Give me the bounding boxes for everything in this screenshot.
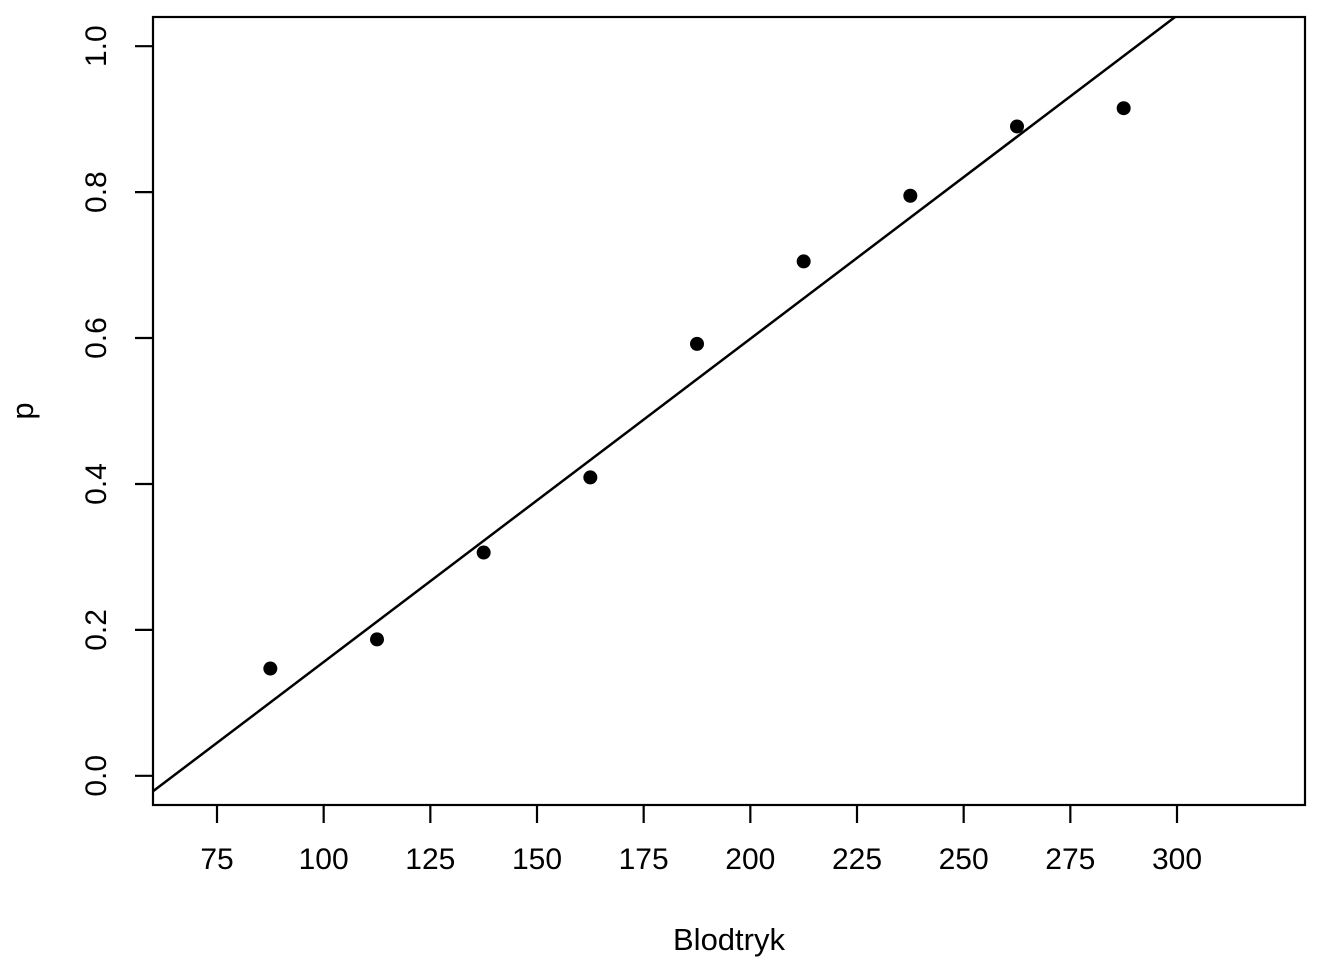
data-points: [263, 101, 1131, 676]
data-point: [903, 188, 918, 203]
x-tick-label: 100: [299, 843, 349, 876]
x-tick-label: 225: [832, 843, 882, 876]
x-tick-label: 275: [1045, 843, 1095, 876]
x-tick-label: 200: [725, 843, 775, 876]
x-tick-label: 175: [619, 843, 669, 876]
y-tick-label: 0.8: [80, 171, 113, 213]
y-tick-label: 0.0: [80, 755, 113, 797]
x-tick-label: 150: [512, 843, 562, 876]
x-tick-label: 250: [939, 843, 989, 876]
data-point: [1010, 119, 1024, 134]
y-tick-label: 0.2: [80, 609, 113, 651]
data-point: [263, 661, 278, 676]
fit-line: [152, 16, 1176, 793]
x-axis-title: Blodtryk: [673, 922, 785, 957]
data-point: [476, 545, 491, 560]
data-point: [1116, 101, 1131, 116]
data-point: [796, 254, 811, 269]
data-point: [690, 336, 704, 351]
data-point: [370, 632, 384, 647]
plot-content: 75 100 125 150 175 200 225 250 275 3000.00.20.40.…: [80, 15, 1307, 876]
x-axis-ticks: 75 100 125 150 175 200 225 250 275 300: [200, 805, 1202, 876]
x-tick-label: 125: [405, 843, 455, 876]
y-tick-label: 1.0: [80, 25, 113, 67]
plot-box: [151, 15, 1307, 807]
x-tick-label: 75: [200, 843, 233, 876]
data-point: [583, 470, 598, 485]
y-tick-label: 0.4: [80, 463, 113, 505]
x-tick-label: 300: [1152, 843, 1202, 876]
y-axis-title: p: [5, 402, 40, 419]
y-axis-ticks: 0.0 0.2 0.4 0.6 0.8 1.0: [80, 25, 153, 797]
y-tick-label: 0.6: [80, 317, 113, 359]
